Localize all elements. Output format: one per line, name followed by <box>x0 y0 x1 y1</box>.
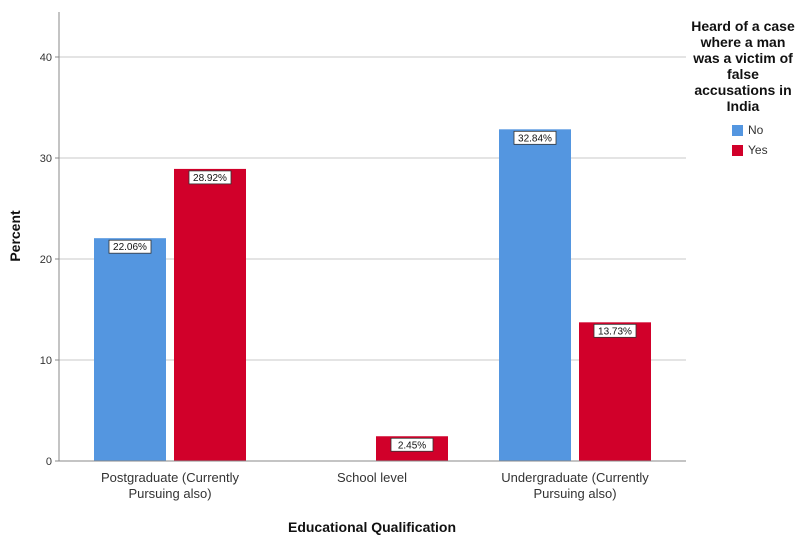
y-tick-label: 0 <box>46 456 52 468</box>
legend-swatch <box>732 124 743 136</box>
data-label: 22.06% <box>113 242 147 253</box>
data-label-box <box>593 323 637 338</box>
bar-no <box>94 238 166 461</box>
legend: Heard of a case where a man was a victim… <box>688 18 798 160</box>
axes <box>58 12 686 462</box>
y-ticks: 0 10 20 30 40 <box>40 52 59 468</box>
data-label: 13.73% <box>598 326 632 337</box>
legend-label: Yes <box>748 143 768 157</box>
y-tick-label: 30 <box>40 153 52 165</box>
x-category-label: Undergraduate (Currently Pursuing also) <box>501 470 649 501</box>
data-label-box <box>188 170 232 185</box>
legend-title: Heard of a case where a man was a victim… <box>691 18 795 114</box>
legend-item-no: No <box>732 120 798 140</box>
data-label-box <box>513 130 557 145</box>
data-label: 28.92% <box>193 173 227 184</box>
y-tick-label: 10 <box>40 355 52 367</box>
bar-no <box>499 129 571 462</box>
x-category-label: School level <box>337 470 407 485</box>
x-axis-title: Educational Qualification <box>288 519 456 535</box>
data-label: 32.84% <box>518 133 552 144</box>
data-label-box <box>108 239 152 254</box>
data-label-box <box>390 437 434 452</box>
legend-swatch <box>732 144 743 156</box>
data-label: 2.45% <box>398 440 426 451</box>
y-axis-title: Percent <box>7 210 23 262</box>
bar-yes <box>174 168 246 461</box>
y-tick-label: 20 <box>40 254 52 266</box>
legend-item-yes: Yes <box>732 140 798 160</box>
bar-yes <box>579 322 651 461</box>
x-category-label: Postgraduate (Currently Pursuing also) <box>101 470 240 501</box>
x-categories: Postgraduate (Currently Pursuing also) Sch… <box>101 470 649 501</box>
legend-label: No <box>748 123 764 137</box>
y-tick-label: 40 <box>40 52 52 64</box>
bars: 22.06% 28.92% 2.45% 32.84% 13.73% <box>94 129 651 462</box>
legend-items: No Yes <box>732 120 798 160</box>
